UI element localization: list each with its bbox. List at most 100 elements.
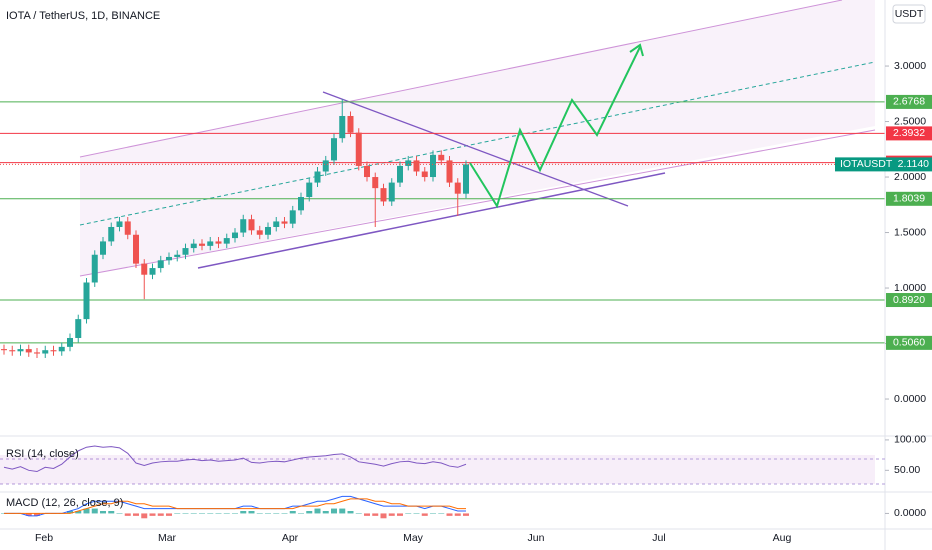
candle-body xyxy=(124,221,131,235)
macd-histogram-bar xyxy=(446,513,453,516)
candle-body xyxy=(248,219,255,231)
macd-histogram-bar xyxy=(421,513,428,516)
y-tick-label: 2.0000 xyxy=(894,171,926,183)
candle-body xyxy=(331,138,337,161)
macd-histogram-bar xyxy=(454,513,461,516)
level-tag xyxy=(886,126,932,141)
candle-body xyxy=(289,210,296,224)
macd-histogram-bar xyxy=(388,513,395,516)
macd-histogram-bar xyxy=(149,513,156,516)
macd-histogram-bar xyxy=(182,513,189,514)
signal-line xyxy=(4,498,466,514)
level-label: 0.5060 xyxy=(893,337,925,349)
y-tick-label: 0.0000 xyxy=(894,393,926,405)
candle-body xyxy=(322,160,329,172)
macd-histogram-bar xyxy=(273,513,280,514)
macd-histogram-bar xyxy=(339,508,346,514)
candle-body xyxy=(413,160,420,172)
macd-histogram-bar xyxy=(190,513,197,514)
macd-histogram-bar xyxy=(380,513,387,519)
candle-body xyxy=(83,282,90,320)
candle-body xyxy=(256,230,263,235)
candle-body xyxy=(355,132,362,166)
x-tick-label: Feb xyxy=(35,532,53,544)
macd-histogram-bar xyxy=(67,511,73,514)
candle-body xyxy=(438,154,445,161)
candle-body xyxy=(91,254,98,283)
candle-body xyxy=(17,349,24,352)
trend-line xyxy=(322,91,629,207)
candle-body xyxy=(174,254,181,257)
macd-histogram-bar xyxy=(306,511,313,514)
currency-button[interactable] xyxy=(892,4,926,24)
candle-body xyxy=(306,182,313,198)
macd-histogram-bar xyxy=(199,513,205,514)
x-tick-label: May xyxy=(403,532,424,544)
arrow-head xyxy=(629,43,644,57)
channel-bottom xyxy=(79,129,876,277)
candle-body xyxy=(240,219,247,233)
macd-histogram-bar xyxy=(314,508,321,514)
candle-body xyxy=(149,268,156,275)
x-tick-label: Jun xyxy=(528,532,545,544)
macd-histogram-bar xyxy=(281,513,288,514)
macd-histogram-bar xyxy=(405,513,412,514)
candle-body xyxy=(273,221,280,227)
candle-body xyxy=(421,171,428,178)
y-tick-label: 2.5000 xyxy=(894,115,926,127)
macd-histogram-bar xyxy=(116,513,123,514)
plot-area xyxy=(0,99,885,358)
candle-body xyxy=(199,243,205,246)
candle-body xyxy=(265,226,271,235)
x-tick-label: Apr xyxy=(282,532,299,544)
macd-histogram-bar xyxy=(438,513,445,514)
candle-body xyxy=(372,177,379,189)
y-tick-label: 0.0000 xyxy=(894,507,926,519)
candle-body xyxy=(388,182,395,202)
channel-mid xyxy=(79,61,876,226)
candle-body xyxy=(446,160,453,183)
last-price-tag xyxy=(835,157,932,172)
macd-title: MACD (12, 26, close, 9) xyxy=(6,497,123,509)
macd-histogram-bar xyxy=(289,511,296,514)
currency[interactable]: USDT xyxy=(895,8,924,20)
macd-histogram-bar xyxy=(248,511,255,514)
last-price-label: 2.1140 xyxy=(898,158,929,170)
macd-histogram-bar xyxy=(91,508,98,514)
y-tick-label: 1.0000 xyxy=(894,282,926,294)
macd-histogram-bar xyxy=(166,513,172,516)
level-tag xyxy=(886,293,932,308)
candle-body xyxy=(314,171,321,183)
macd-histogram-bar xyxy=(256,513,263,514)
x-tick-label: Aug xyxy=(773,532,792,544)
candle-body xyxy=(42,350,49,354)
candle-body xyxy=(67,337,73,347)
candle-body xyxy=(207,241,214,246)
candle-body xyxy=(339,115,346,139)
macd-histogram-bar xyxy=(298,513,304,514)
macd-histogram-bar xyxy=(157,513,164,516)
candle-body xyxy=(50,350,57,352)
candle-body xyxy=(232,232,238,239)
candle-body xyxy=(397,165,403,183)
macd-histogram-bar xyxy=(100,511,106,514)
candle-body xyxy=(166,256,172,261)
y-tick-label: 50.00 xyxy=(894,464,920,476)
projection-arrow xyxy=(469,46,641,209)
x-tick-label: Mar xyxy=(158,532,177,544)
trend-line xyxy=(197,172,666,269)
candle-body xyxy=(463,164,469,194)
macd-histogram-bar xyxy=(34,513,40,516)
macd-histogram-bar xyxy=(322,511,329,514)
level-tag xyxy=(886,94,932,109)
candle-body xyxy=(405,160,412,166)
macd-histogram-bar xyxy=(223,513,230,514)
candle-body xyxy=(190,243,197,249)
candle-body xyxy=(108,226,115,242)
candle-body xyxy=(157,260,164,269)
candle-body xyxy=(9,350,16,352)
chart-title: IOTA / TetherUS, 1D, BINANCE xyxy=(6,10,160,22)
macd-histogram-bar xyxy=(430,513,436,514)
channel-top xyxy=(79,0,843,158)
